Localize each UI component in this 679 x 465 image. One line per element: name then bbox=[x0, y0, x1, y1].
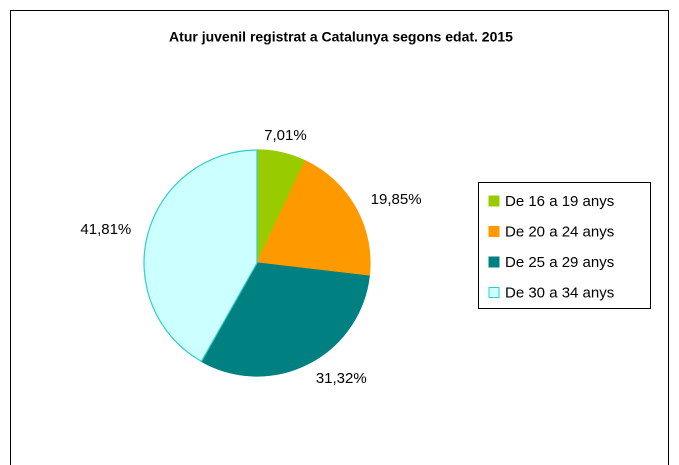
legend-swatch bbox=[488, 256, 500, 268]
pie-slice bbox=[256, 159, 371, 277]
legend-swatch bbox=[488, 195, 500, 207]
data-label: 7,01% bbox=[264, 127, 307, 144]
legend-label: De 25 a 29 anys bbox=[505, 254, 614, 271]
pie-slice bbox=[143, 149, 258, 363]
chart-title: Atur juvenil registrat a Catalunya segon… bbox=[169, 29, 513, 45]
pie-slice bbox=[200, 262, 370, 377]
legend-swatch bbox=[488, 287, 500, 298]
data-label: 41,81% bbox=[80, 221, 131, 238]
legend-label: De 30 a 34 anys bbox=[505, 284, 614, 301]
legend-box bbox=[478, 182, 651, 309]
legend-label: De 16 a 19 anys bbox=[505, 193, 614, 210]
legend-swatch bbox=[488, 226, 500, 237]
data-label: 19,85% bbox=[371, 191, 422, 208]
legend-label: De 20 a 24 anys bbox=[505, 223, 614, 240]
data-label: 31,32% bbox=[316, 370, 367, 387]
